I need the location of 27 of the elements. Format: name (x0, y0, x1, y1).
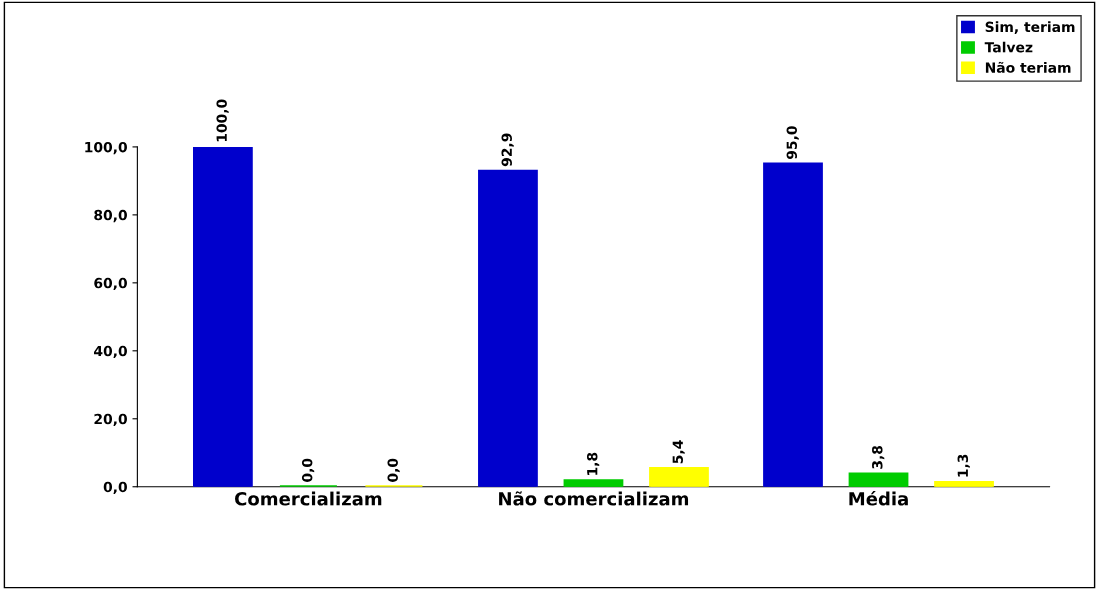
bar (649, 467, 709, 487)
data-label: 0,0 (301, 458, 315, 482)
x-tick-label: Comercializam (235, 491, 382, 506)
y-tick-label: 40,0 (94, 345, 127, 359)
y-tick-label: 60,0 (94, 277, 127, 291)
bar (193, 146, 253, 487)
legend-label: Sim, teriam (985, 21, 1075, 34)
y-tick-label: 80,0 (94, 209, 127, 223)
legend-label: Talvez (984, 41, 1033, 53)
data-label: 5,4 (672, 440, 685, 464)
data-label: 1,3 (957, 454, 970, 477)
y-tick-label: 20,0 (94, 413, 127, 427)
data-label: 3,8 (872, 445, 885, 469)
data-label: 95,0 (786, 126, 799, 160)
x-tick-label: Média (849, 490, 908, 506)
x-tick-label: Não comercializam (499, 491, 689, 506)
data-label: 0,0 (387, 458, 400, 482)
bar (563, 479, 624, 487)
y-tick-label: 100,0 (85, 141, 127, 155)
data-label: 92,9 (501, 133, 514, 167)
legend-label: Não teriam (985, 61, 1071, 73)
data-label: 100,0 (216, 99, 229, 142)
bar (478, 169, 538, 487)
data-label: 1,8 (586, 452, 600, 475)
bar (848, 472, 909, 487)
y-tick-label: 0,0 (103, 481, 127, 494)
bar (763, 162, 823, 487)
